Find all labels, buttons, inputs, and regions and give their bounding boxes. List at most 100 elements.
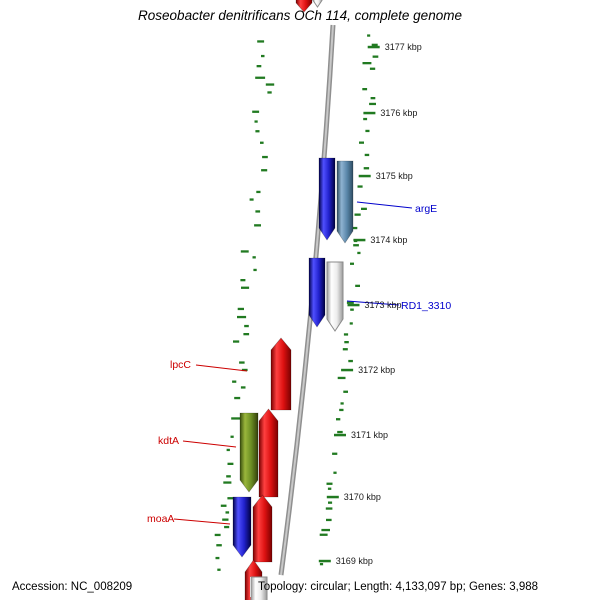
minor-tick-dash [333,471,337,474]
minor-tick-dash [349,322,353,325]
minor-tick-dash [241,286,250,289]
minor-tick-dash [252,256,256,259]
minor-tick-dash [372,55,379,58]
status-info: Topology: circular; Length: 4,133,097 bp… [258,581,539,593]
minor-tick-dash [369,102,376,106]
minor-tick-dash [261,54,265,58]
minor-tick-dash [237,315,247,319]
gene-arrow-partial-top-white[interactable] [312,0,323,8]
minor-tick-dash [234,396,241,400]
minor-tick-dash [243,333,250,336]
label-line-lpcC [195,364,248,372]
minor-tick-dash [343,333,349,336]
minor-tick-dash [359,141,364,144]
gene-arrow-RD1_3310-left[interactable] [308,257,326,328]
status-divider [250,577,251,597]
minor-tick-dash [344,341,349,344]
minor-tick-dash [371,43,378,46]
tick-label: 3169 kbp [336,556,373,566]
gene-arrows [232,0,354,600]
minor-tick-dash [215,556,220,560]
minor-tick-dash [216,544,222,547]
major-tick-dash [367,45,380,49]
minor-tick-dash [319,563,324,566]
gene-arrow-moaA-right[interactable] [252,494,273,563]
minor-tick-dash [364,153,370,157]
minor-tick-dash [232,380,237,383]
tick-label: 3172 kbp [358,365,395,375]
minor-tick-dash [254,224,261,227]
page-title: Roseobacter denitrificans OCh 114, compl… [138,8,462,23]
tick-label: 3173 kbp [365,300,402,310]
minor-tick-dash [255,130,260,133]
tick-label: 3171 kbp [351,430,388,440]
minor-tick-dash [337,430,343,434]
minor-tick-dash [239,361,245,364]
minor-tick-dash [348,359,353,363]
major-tick-dash [347,303,360,307]
minor-tick-dash [361,207,367,210]
minor-tick-dash [256,190,261,194]
minor-tick-dash [362,62,372,65]
gene-arrow-kdtA-right[interactable] [258,408,279,498]
minor-tick-dash [252,110,260,113]
tick-label: 3170 kbp [344,492,381,502]
gene-label-RD1_3310[interactable]: RD1_3310 [401,300,451,312]
minor-tick-dash [321,528,330,532]
minor-tick-dash [241,368,248,372]
gene-arrow-argE-left[interactable] [318,157,336,241]
minor-tick-dash [224,525,230,529]
minor-tick-dash [350,262,354,265]
minor-tick-dash [350,308,354,311]
minor-tick-dash [363,167,370,170]
minor-tick-dash [255,210,261,213]
gene-arrow-lpcC[interactable] [270,337,292,411]
gene-label-argE[interactable]: argE [415,203,437,215]
minor-tick-dash [336,418,341,421]
minor-tick-dash [265,83,275,86]
major-tick-dash [353,238,366,242]
minor-tick-dash [326,482,333,485]
tick-label: 3175 kbp [376,171,413,181]
minor-tick-dash [220,504,227,507]
minor-tick-dash [343,390,348,393]
tick-label: 3174 kbp [370,235,407,245]
minor-tick-dash [362,88,368,91]
minor-tick-dash [355,284,360,287]
minor-tick-dash [340,402,344,405]
minor-tick-dash [249,198,254,201]
minor-tick-dash [257,40,265,43]
status-bar: Accession: NC_008209 Topology: circular;… [0,574,600,600]
minor-tick-dash [339,408,344,412]
minor-tick-dash [226,448,230,452]
minor-tick-dash [267,91,272,94]
major-tick-dash [334,433,346,437]
minor-tick-dash [253,268,257,272]
minor-tick-dash [244,324,249,328]
gene-label-lpcC[interactable]: lpcC [170,359,191,371]
minor-tick-dash [240,386,246,389]
gene-label-kdtA[interactable]: kdtA [158,435,179,447]
major-tick-dash [363,111,376,115]
major-tick-dash [318,559,331,563]
minor-tick-dash [227,497,237,500]
major-tick-dash [326,495,339,499]
tick-label: 3177 kbp [385,42,422,52]
minor-tick-dash [217,568,221,571]
gene-arrow-kdtA[interactable] [239,412,259,493]
gene-arrow-argE[interactable] [336,160,354,244]
minor-tick-dash [352,226,358,230]
major-tick-dash [341,368,354,372]
gene-arrow-partial-bottom-white[interactable] [250,576,268,600]
minor-tick-dash [342,348,348,351]
minor-tick-dash [254,120,258,123]
label-line-kdtA [182,440,237,448]
gene-label-moaA[interactable]: moaA [147,513,174,525]
minor-tick-dash [214,533,221,537]
gene-arrow-partial-top-red[interactable] [295,0,313,13]
minor-tick-dash [346,301,354,304]
gene-arrow-moaA[interactable] [232,496,252,558]
gene-arrow-RD1_3310[interactable] [326,261,344,332]
minor-tick-dash [233,340,240,343]
